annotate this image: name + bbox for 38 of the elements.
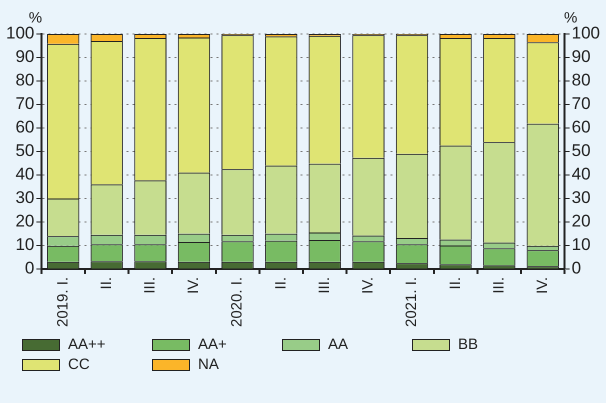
y-tick-label: 20 — [15, 212, 34, 231]
x-tick-label: 2020. I. — [228, 276, 246, 328]
y2-tick-label: 60 — [572, 118, 591, 137]
y2-tick-label: 50 — [572, 141, 591, 160]
x-tick-label: II. — [446, 276, 464, 290]
y-tick-label: 60 — [15, 118, 34, 137]
y-tick-label: 0 — [24, 258, 34, 278]
y-tick-label: 50 — [15, 141, 34, 160]
x-tick-label: III. — [142, 276, 159, 294]
y-tick-label: 70 — [15, 94, 34, 114]
y2-tick-label: 80 — [572, 70, 591, 90]
x-tick-label: IV. — [185, 276, 202, 294]
x-tick-label: III. — [316, 276, 333, 294]
x-tick-label: IV. — [360, 276, 377, 294]
y-tick-label: 30 — [15, 188, 34, 208]
y2-tick-label: 40 — [572, 164, 591, 184]
x-tick-label: IV. — [534, 276, 551, 294]
y-tick-label: 90 — [15, 47, 34, 66]
x-tick-label: 2021. I. — [403, 276, 420, 328]
y-tick-label: 80 — [15, 70, 34, 90]
legend-label: AA++ — [68, 336, 106, 353]
y2-tick-label: 90 — [572, 47, 591, 66]
y2-tick-label: 30 — [572, 188, 591, 208]
legend-label: AA — [328, 336, 348, 353]
legend-label: BB — [458, 336, 478, 353]
x-tick-label: 2019. I. — [54, 276, 72, 328]
x-tick-label: II. — [98, 276, 115, 290]
y2-tick-label: 10 — [572, 235, 591, 254]
x-tick-label: III. — [490, 276, 508, 294]
y-tick-label: 40 — [15, 164, 34, 184]
y2-tick-label: 0 — [572, 258, 582, 278]
legend-label: AA+ — [198, 336, 227, 353]
x-tick-label: II. — [272, 276, 290, 290]
y2-tick-label: 20 — [572, 212, 591, 231]
legend-label: NA — [198, 356, 219, 373]
y-tick-label: 10 — [15, 235, 34, 254]
legend-label: CC — [68, 356, 90, 373]
y2-tick-label: 70 — [572, 94, 591, 114]
